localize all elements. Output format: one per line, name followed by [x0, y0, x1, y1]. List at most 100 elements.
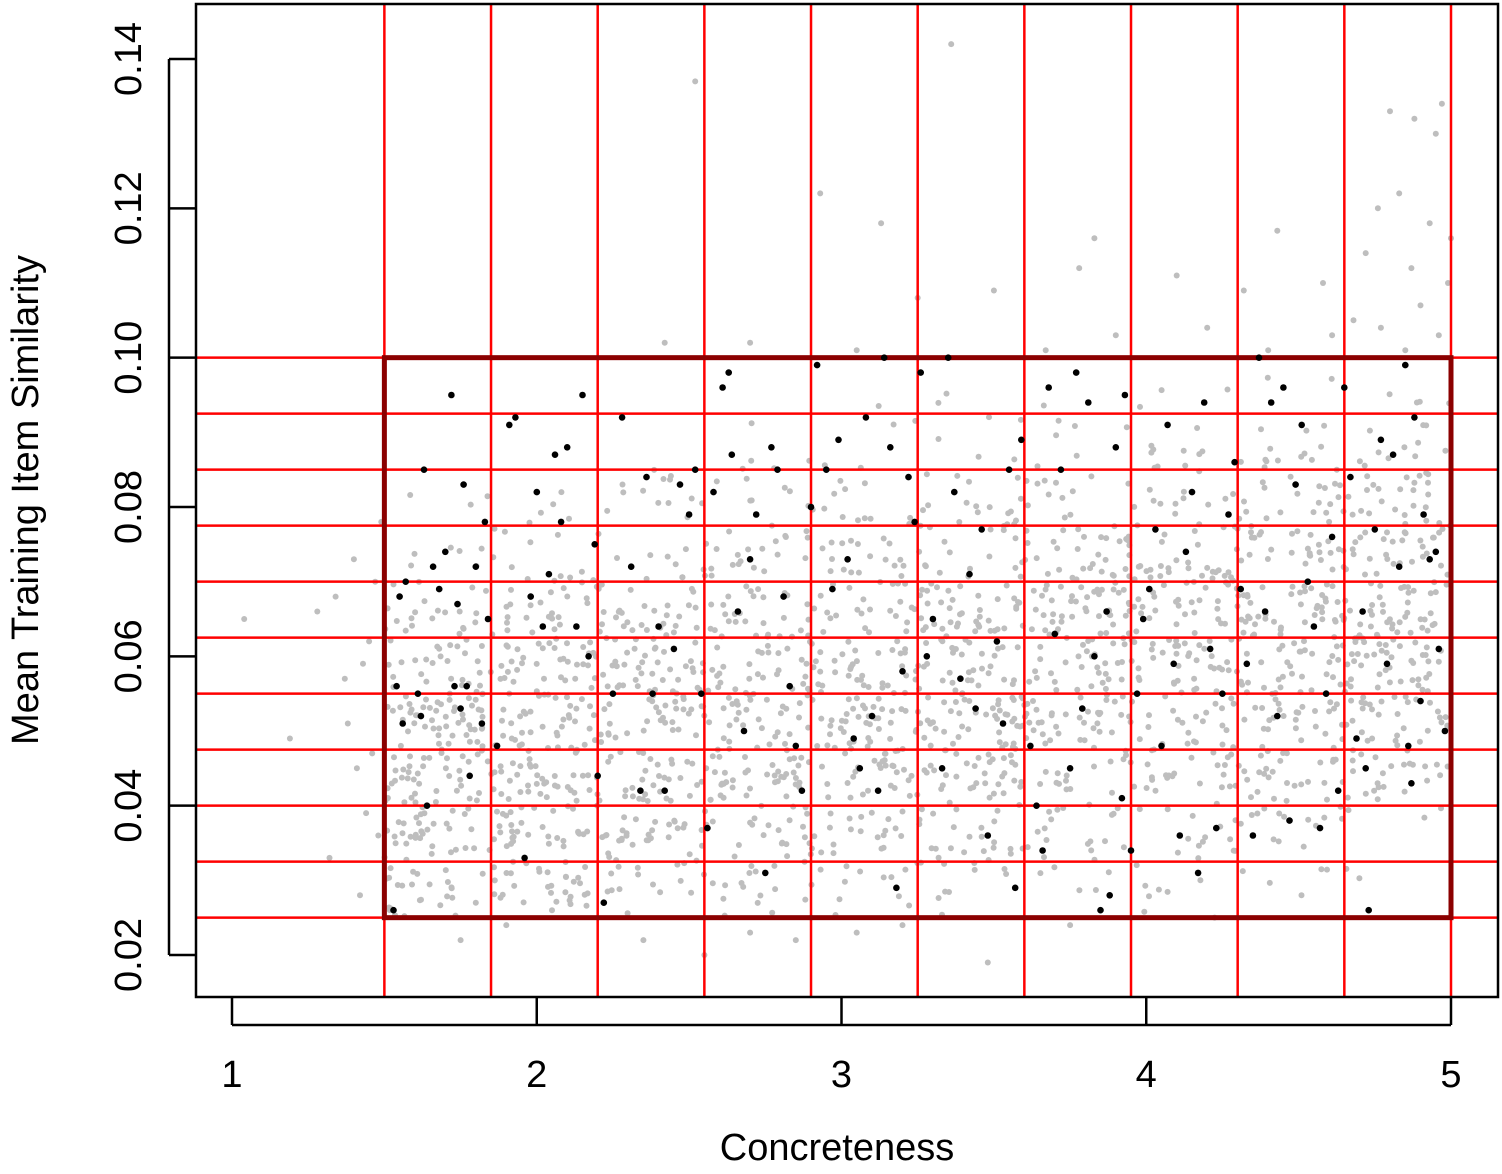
all-item-point: [399, 882, 406, 889]
all-item-point: [1175, 596, 1182, 603]
all-item-point: [584, 828, 591, 835]
all-item-point: [1063, 786, 1070, 793]
all-item-point: [818, 715, 825, 722]
all-item-point: [1425, 479, 1431, 486]
all-item-point: [616, 886, 623, 893]
all-item-point: [456, 548, 463, 554]
all-item-point: [1152, 607, 1159, 614]
all-item-point: [975, 754, 982, 761]
all-item-point: [391, 833, 398, 840]
all-item-point: [1278, 624, 1284, 631]
all-item-point: [764, 642, 771, 649]
all-item-point: [1180, 495, 1187, 502]
all-item-point: [422, 723, 428, 730]
all-item-point: [748, 457, 755, 464]
all-item-point: [624, 619, 631, 626]
all-item-point: [618, 837, 625, 843]
selected-item-point: [1027, 742, 1034, 750]
all-item-point: [664, 553, 671, 560]
all-item-point: [660, 476, 667, 482]
all-item-point: [1060, 527, 1067, 534]
all-item-point: [760, 832, 767, 839]
y-tick-label: 0.08: [108, 470, 150, 544]
all-item-point: [498, 662, 505, 669]
all-item-point: [1110, 640, 1117, 647]
all-item-point: [681, 821, 688, 828]
all-item-point: [1438, 100, 1445, 107]
all-item-point: [689, 665, 696, 672]
all-item-point: [423, 678, 430, 685]
all-item-point: [1133, 628, 1140, 635]
all-item-point: [713, 478, 720, 485]
all-item-point: [946, 605, 953, 612]
all-item-point: [634, 864, 641, 871]
all-item-point: [1308, 585, 1315, 592]
all-item-point: [1081, 737, 1088, 744]
y-tick-label: 0.06: [108, 619, 150, 693]
all-item-point: [1136, 806, 1143, 813]
y-axis-title: Mean Training Item Similarity: [5, 255, 47, 745]
all-item-point: [512, 736, 518, 743]
all-item-point: [725, 694, 732, 701]
all-item-point: [1331, 705, 1337, 712]
all-item-point: [877, 765, 884, 771]
all-item-point: [548, 889, 554, 896]
all-item-point: [837, 725, 844, 732]
all-item-point: [748, 497, 755, 504]
all-item-point: [585, 772, 592, 779]
all-item-point: [689, 760, 696, 767]
all-item-point: [995, 697, 1002, 704]
all-item-point: [861, 480, 868, 487]
all-item-point: [1118, 711, 1125, 718]
all-item-point: [709, 753, 716, 760]
all-item-point: [747, 339, 754, 346]
all-item-point: [1310, 509, 1317, 516]
selected-item-point: [1362, 765, 1369, 772]
selected-item-point: [984, 832, 992, 839]
all-item-point: [558, 489, 565, 496]
all-item-point: [643, 575, 650, 582]
all-item-point: [1185, 653, 1192, 659]
all-item-point: [1349, 717, 1356, 724]
all-item-point: [1243, 508, 1250, 515]
all-item-point: [1062, 711, 1069, 718]
selected-item-point: [999, 720, 1007, 727]
all-item-point: [1323, 509, 1330, 516]
all-item-point: [1301, 583, 1308, 590]
all-item-point: [1173, 621, 1180, 628]
all-item-point: [624, 649, 631, 656]
all-item-point: [1194, 541, 1201, 548]
all-item-point: [1298, 892, 1305, 899]
all-item-point: [1323, 671, 1330, 678]
all-item-point: [693, 732, 699, 739]
all-item-point: [943, 772, 949, 779]
all-item-point: [1054, 545, 1061, 552]
all-item-point: [1011, 595, 1018, 602]
all-item-point: [1315, 499, 1322, 506]
all-item-point: [1361, 462, 1368, 469]
all-item-point: [1069, 613, 1076, 620]
all-item-point: [554, 835, 561, 841]
all-item-point: [604, 683, 611, 690]
all-item-point: [1048, 670, 1054, 677]
all-item-point: [1270, 836, 1277, 843]
all-item-point: [1199, 448, 1206, 455]
all-item-point: [647, 552, 654, 559]
all-item-point: [677, 877, 684, 884]
all-item-point: [1297, 648, 1304, 655]
all-item-point: [508, 586, 514, 593]
all-item-point: [705, 687, 712, 694]
all-item-point: [763, 696, 770, 703]
all-item-point: [432, 799, 439, 805]
all-item-point: [947, 708, 954, 715]
all-item-point: [1386, 679, 1393, 686]
selected-item-point: [868, 712, 876, 720]
all-item-point: [887, 735, 894, 742]
all-item-point: [694, 782, 701, 788]
all-item-point: [436, 740, 442, 747]
selected-item-point: [752, 511, 760, 518]
all-item-point: [525, 782, 531, 789]
all-item-point: [996, 739, 1003, 746]
all-item-point: [775, 650, 782, 657]
all-item-point: [403, 840, 410, 847]
